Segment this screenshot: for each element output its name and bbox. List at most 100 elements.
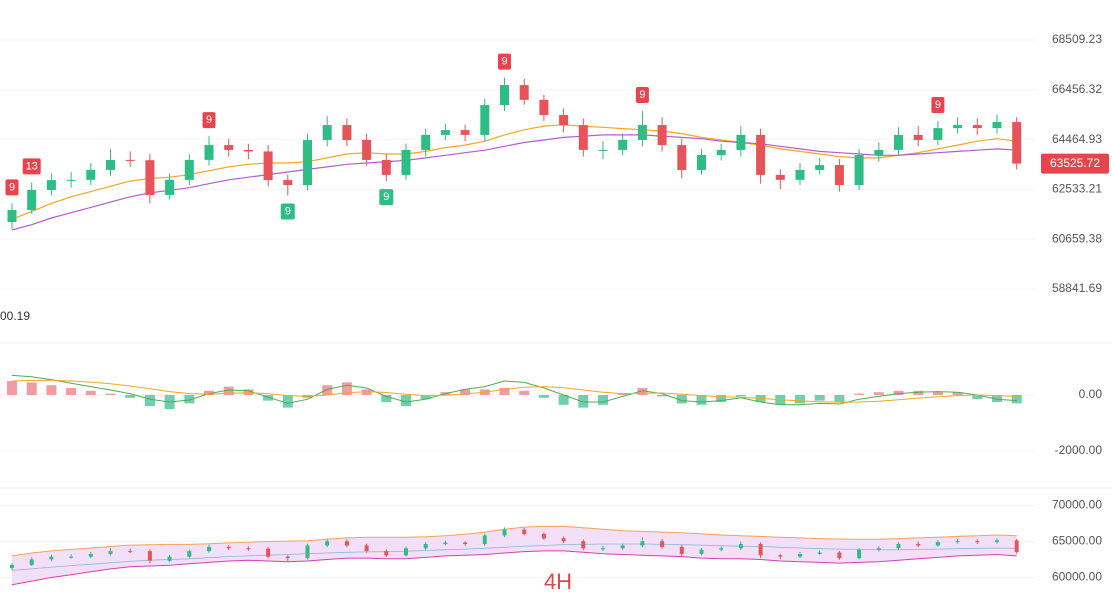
mini-candle-body — [522, 529, 527, 534]
mini-candle-body — [69, 556, 74, 558]
sell-signal-badge — [498, 53, 511, 70]
mini-candle-body — [88, 553, 93, 557]
candle-body — [736, 134, 746, 150]
y-tick-label: 58841.69 — [1052, 281, 1102, 295]
current-price-label: 63525.72 — [1050, 156, 1100, 170]
sell-signal-badge — [202, 112, 216, 129]
candle-body — [539, 99, 549, 116]
macd-histogram-bar — [1011, 395, 1022, 404]
candle-body — [342, 125, 352, 140]
macd-histogram-bar — [85, 390, 96, 395]
mini-candle-body — [29, 559, 34, 565]
macd-histogram-bar — [341, 382, 352, 395]
mini-candle-body — [482, 535, 487, 545]
mini-candle-body — [738, 544, 743, 549]
candle-body — [106, 159, 115, 170]
macd-histogram-bar — [263, 395, 274, 401]
sell-signal-label: 9 — [639, 89, 645, 101]
candle-body — [598, 149, 608, 151]
indicator-line — [11, 543, 1017, 571]
mini-candle-body — [561, 538, 566, 542]
candle-body — [480, 105, 490, 135]
macd-histogram-bar — [460, 389, 471, 395]
indicator-value: 00.19 — [0, 309, 30, 323]
macd-histogram-bar — [420, 395, 431, 400]
candle-body — [874, 149, 884, 156]
mini-candle-body — [640, 541, 645, 546]
candle-body — [559, 115, 569, 126]
indicator-line — [11, 134, 1017, 231]
candle-body — [933, 128, 943, 140]
indicator-line — [11, 374, 1017, 406]
macd-histogram-bar — [519, 390, 530, 395]
candle-body — [894, 134, 903, 150]
macd-histogram-bar — [893, 390, 904, 395]
macd-histogram-bar — [184, 395, 195, 404]
candle-body — [972, 125, 982, 129]
macd-histogram-bar — [499, 388, 510, 395]
candle-body — [637, 125, 647, 140]
macd-histogram-bar — [401, 395, 411, 407]
macd-histogram-bar — [637, 388, 648, 395]
indicator-line — [11, 550, 1017, 586]
buy-signal-badge — [280, 203, 295, 220]
candle-body — [224, 145, 234, 150]
macd-histogram-bar — [578, 395, 589, 408]
candle-body — [401, 149, 411, 175]
mini-candle-body — [266, 548, 271, 557]
candle-body — [795, 169, 805, 180]
sell-signal-label: 9 — [935, 99, 941, 111]
macd-histogram-bar — [676, 395, 687, 404]
buy-signal-badge — [379, 189, 394, 206]
mini-candle-body — [620, 545, 625, 549]
macd-histogram-bar — [795, 395, 805, 404]
mini-candle-body — [463, 542, 468, 545]
candle-body — [756, 134, 766, 175]
mini-candle-body — [935, 542, 940, 546]
mini-candle-body — [975, 541, 980, 543]
candle-body — [283, 180, 293, 186]
mini-candle-body — [325, 541, 330, 546]
candle-body — [677, 145, 687, 170]
mini-candle-body — [49, 556, 54, 560]
candle-body — [27, 190, 37, 211]
macd-histogram-bar — [66, 388, 77, 395]
buy-signal-label: 9 — [383, 191, 389, 203]
macd-histogram-bar — [657, 395, 668, 397]
mini-candle-body — [916, 544, 921, 546]
macd-histogram-bar — [204, 390, 214, 395]
sell-signal-label: 9 — [206, 114, 212, 126]
mini-candle-body — [699, 549, 704, 554]
y-tick-label: 70000.00 — [1052, 498, 1102, 512]
y-tick-label: 65000.00 — [1052, 534, 1102, 548]
candle-body — [657, 125, 667, 146]
macd-histogram-bar — [598, 395, 608, 405]
macd-histogram-bar — [538, 395, 549, 398]
candle-body — [834, 165, 844, 186]
mini-candle-body — [541, 533, 546, 539]
macd-histogram-bar — [26, 382, 37, 395]
candle-body — [145, 160, 155, 195]
mini-candle-body — [660, 541, 665, 547]
y-tick-label: 68509.23 — [1052, 32, 1102, 46]
macd-histogram-bar — [873, 392, 884, 395]
candle-body — [184, 159, 194, 180]
macd-histogram-bar — [952, 392, 963, 395]
mini-candle-body — [955, 541, 960, 543]
macd-histogram-bar — [381, 395, 392, 402]
indicator-line — [11, 379, 1017, 403]
macd-histogram-bar — [361, 389, 372, 395]
sell-signal-badge — [22, 158, 41, 175]
macd-histogram-bar — [7, 381, 17, 395]
mini-candle-body — [995, 540, 999, 543]
candle-body — [263, 151, 273, 181]
mini-candle-body — [167, 556, 172, 561]
candle-body — [243, 149, 253, 152]
sell-signal-badge — [635, 87, 649, 104]
candle-body — [815, 165, 825, 170]
mini-candle-body — [896, 544, 901, 549]
candle-body — [1012, 122, 1022, 164]
candle-body — [362, 139, 372, 160]
candle-body — [578, 125, 588, 150]
